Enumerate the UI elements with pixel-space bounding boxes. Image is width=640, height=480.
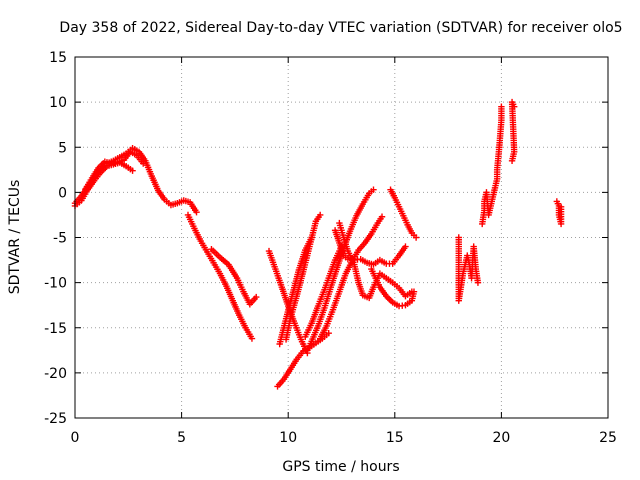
x-tick-label: 20 bbox=[492, 430, 510, 446]
y-axis-label: SDTVAR / TECUs bbox=[7, 180, 23, 295]
y-tick-label: 10 bbox=[49, 95, 67, 111]
data-point bbox=[498, 103, 505, 110]
data-point bbox=[557, 203, 565, 211]
x-tick-label: 25 bbox=[599, 430, 617, 446]
x-tick-label: 10 bbox=[279, 430, 297, 446]
y-tick-label: -10 bbox=[44, 276, 67, 292]
data-point bbox=[308, 234, 315, 241]
data-point bbox=[402, 243, 409, 250]
data-point bbox=[412, 234, 420, 241]
grid-lines bbox=[75, 57, 608, 418]
y-tick-label: 5 bbox=[58, 140, 67, 156]
y-tick-label: 15 bbox=[49, 50, 67, 66]
data-point bbox=[378, 213, 386, 220]
data-point bbox=[316, 211, 324, 219]
data-point bbox=[129, 167, 136, 174]
x-tick-label: 0 bbox=[71, 430, 80, 446]
chart-title: Day 358 of 2022, Sidereal Day-to-day VTE… bbox=[59, 20, 622, 36]
y-tick-label: 0 bbox=[58, 185, 67, 201]
y-tick-label: -25 bbox=[44, 411, 67, 427]
data-point bbox=[410, 288, 418, 295]
data-point bbox=[140, 160, 147, 167]
data-markers bbox=[71, 98, 565, 390]
data-point bbox=[474, 279, 482, 286]
x-axis-label: GPS time / hours bbox=[282, 459, 399, 475]
y-tick-label: -5 bbox=[53, 231, 67, 247]
data-point bbox=[248, 335, 256, 342]
data-point bbox=[193, 209, 200, 216]
axis-ticks: 0 5 10 15 20 25 -25 -20 -15 -10 -5 0 5 10 15 bbox=[44, 50, 617, 446]
y-tick-label: -20 bbox=[44, 366, 67, 382]
data-point bbox=[253, 293, 260, 301]
data-point bbox=[370, 186, 377, 193]
x-tick-label: 15 bbox=[386, 430, 404, 446]
y-tick-label: -15 bbox=[44, 321, 67, 337]
data-point bbox=[510, 103, 518, 110]
data-point bbox=[325, 329, 332, 337]
x-tick-label: 5 bbox=[177, 430, 186, 446]
